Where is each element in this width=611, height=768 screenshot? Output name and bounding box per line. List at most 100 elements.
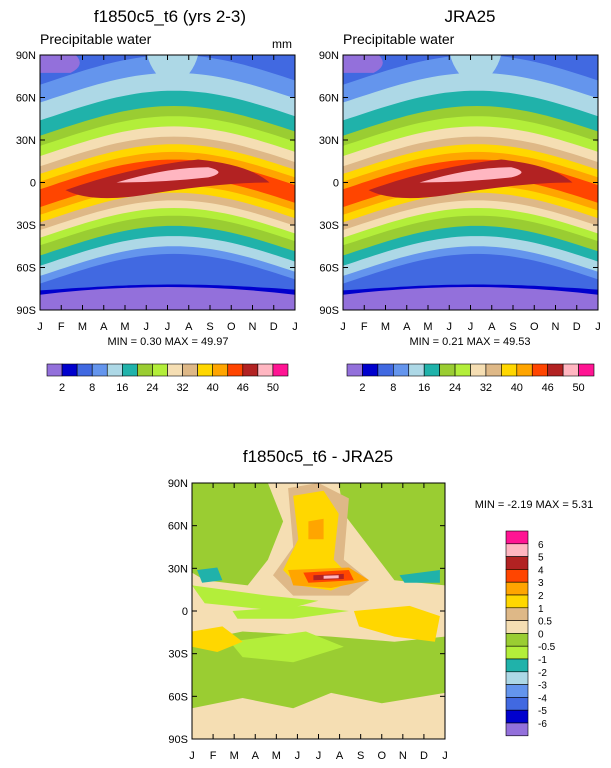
colorbar-swatch (106, 363, 123, 377)
colorbar-label: 32 (176, 382, 188, 394)
y-tick-label: 0 (182, 606, 188, 618)
x-tick-label: A (185, 321, 193, 333)
x-tick-label: F (58, 321, 65, 333)
colorbar-diff: 6 54 3 2 1 0.50 -0.5 -1 -2 -3-4 -5 -6 (505, 530, 556, 737)
x-tick-label: O (227, 321, 236, 333)
colorbar-label: 46 (237, 382, 249, 394)
colorbar-diff-swatch (505, 697, 529, 711)
colorbar-label: 50 (572, 382, 584, 394)
colorbar-diff-swatch (505, 543, 529, 557)
colorbar-label: 24 (146, 382, 158, 394)
y-tick-label: 60N (319, 93, 339, 105)
contour-pos-orange-north (308, 518, 324, 540)
contour-neg-equator (232, 605, 349, 619)
x-tick-label: A (336, 750, 344, 762)
colorbar-label: 2 (59, 382, 65, 394)
x-tick-label: J (165, 321, 171, 333)
contour-pos-yellow-south (353, 605, 440, 642)
colorbar-swatch (212, 363, 229, 377)
colorbar-diff-swatch (505, 633, 529, 647)
colorbar-diff-swatch (505, 594, 529, 609)
y-tick-label: 30N (319, 135, 339, 147)
x-tick-label: M (272, 750, 281, 762)
colorbar-swatch (272, 363, 289, 377)
x-tick-label: F (361, 321, 368, 333)
x-tick-label: A (252, 750, 260, 762)
panel1-title: f1850c5_t6 (yrs 2-3) (94, 7, 246, 26)
contour-arctic-summer (450, 55, 502, 89)
x-tick-label: F (210, 750, 217, 762)
colorbar-swatch (516, 363, 533, 377)
y-tick-label: 0 (333, 178, 339, 190)
x-tick-label: J (292, 321, 298, 333)
colorbar-swatch (152, 363, 168, 377)
panel2-title: JRA25 (444, 7, 495, 26)
y-tick-label: 30S (168, 649, 188, 661)
y-tick-label: 30N (16, 135, 36, 147)
colorbar-swatch (408, 363, 425, 377)
contour-neg-northwest (192, 483, 284, 586)
panel3-contours (192, 483, 445, 739)
panel1-contours (40, 55, 295, 311)
panel3-stats: MIN = -2.19 MAX = 5.31 (475, 499, 594, 511)
colorbar-diff-swatch (505, 684, 529, 698)
x-tick-label: N (552, 321, 560, 333)
colorbar-panel1: 2 8 16 24 32 40 46 50 (46, 363, 289, 394)
contour-pos-yellow (283, 490, 354, 591)
x-tick-label: A (403, 321, 411, 333)
contour-polar-south (343, 287, 598, 310)
panel2-subtitle: Precipitable water (343, 31, 455, 47)
colorbar-diff-swatch (505, 709, 529, 724)
colorbar-label: 16 (116, 382, 128, 394)
x-tick-label: J (295, 750, 301, 762)
colorbar-swatch (61, 363, 78, 377)
y-tick-label: 30N (168, 563, 188, 575)
x-tick-label: J (144, 321, 150, 333)
y-tick-label: 0 (30, 178, 36, 190)
x-tick-label: S (206, 321, 213, 333)
panel1-units: mm (272, 37, 292, 51)
contour-polar-north (343, 55, 383, 73)
colorbar-swatch (393, 363, 410, 377)
colorbar-diff-swatch (505, 530, 529, 545)
x-tick-label: D (270, 321, 278, 333)
colorbar-diff-label: 5 (538, 553, 544, 564)
y-tick-label: 90N (319, 50, 339, 62)
colorbar-swatch (547, 363, 564, 377)
colorbar-label: 32 (480, 382, 492, 394)
panel2-stats: MIN = 0.21 MAX = 49.53 (409, 336, 530, 348)
colorbar-swatch (91, 363, 108, 377)
contour-neg-light-tropics (192, 585, 319, 611)
y-tick-label: 60N (16, 93, 36, 105)
x-tick-label: M (120, 321, 129, 333)
contour-pos-yellow-west (192, 626, 243, 652)
colorbar-swatch (578, 363, 595, 377)
panel2-contours (343, 55, 598, 311)
contour-neg-teal-east (399, 570, 440, 583)
colorbar-swatch (470, 363, 487, 377)
y-tick-label: 90S (168, 734, 188, 746)
y-tick-label: 90N (168, 478, 188, 490)
x-tick-label: J (340, 321, 346, 333)
colorbar-label: 46 (542, 382, 554, 394)
colorbar-label: 50 (267, 382, 279, 394)
y-tick-label: 60S (168, 691, 188, 703)
panel1-subtitle: Precipitable water (40, 31, 152, 47)
colorbar-swatch (454, 363, 471, 377)
colorbar-swatch (257, 363, 274, 377)
colorbar-label: 40 (511, 382, 523, 394)
colorbar-diff-swatch (505, 658, 529, 673)
colorbar-diff-swatch (505, 620, 529, 634)
colorbar-label: 2 (359, 382, 365, 394)
x-tick-label: J (595, 321, 601, 333)
colorbar-diff-label: -0.5 (538, 642, 556, 653)
colorbar-diff-swatch (505, 671, 529, 685)
colorbar-diff-label: -3 (538, 681, 547, 692)
colorbar-label: 8 (390, 382, 396, 394)
colorbar-swatch (242, 363, 259, 377)
y-tick-label: 90N (16, 50, 36, 62)
colorbar-swatch (46, 363, 63, 377)
contour-pos-pink (323, 575, 339, 579)
